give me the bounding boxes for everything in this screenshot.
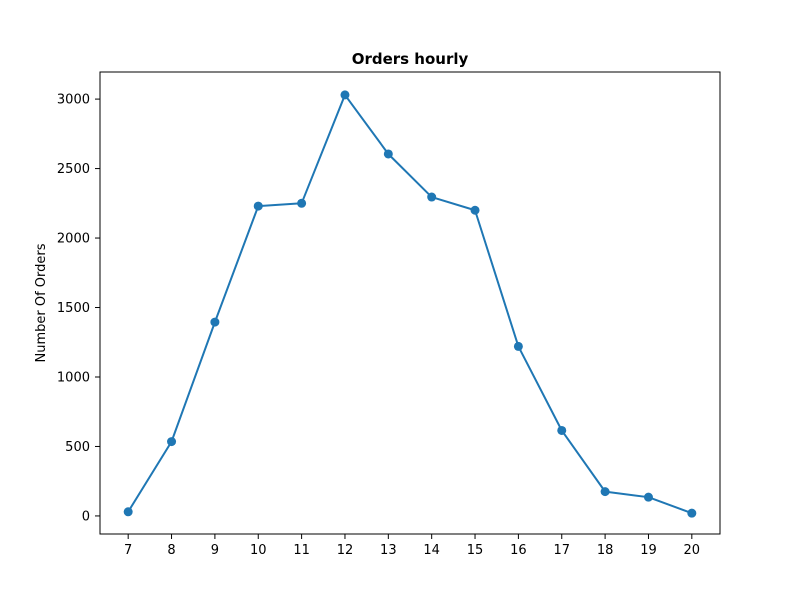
x-tick-label: 7 — [124, 543, 132, 558]
y-tick-label: 2000 — [57, 232, 90, 247]
x-tick-label: 20 — [684, 543, 701, 558]
data-point — [600, 487, 610, 497]
x-tick-label: 16 — [510, 543, 527, 558]
x-tick-label: 12 — [337, 543, 354, 558]
data-point — [687, 508, 697, 518]
data-point — [167, 437, 177, 447]
x-tick-label: 17 — [553, 543, 570, 558]
x-axis-ticks: 7 8 9 10 11 12 13 14 15 16 17 18 19 20 — [124, 534, 700, 558]
data-point — [340, 90, 350, 100]
x-tick-label: 15 — [467, 543, 484, 558]
x-tick-label: 11 — [293, 543, 310, 558]
data-point — [557, 425, 567, 435]
chart-title: Orders hourly — [352, 50, 469, 68]
y-tick-label: 3000 — [57, 93, 90, 108]
data-point — [253, 201, 263, 211]
data-point — [123, 507, 133, 517]
y-tick-label: 1500 — [57, 301, 90, 316]
data-point — [470, 205, 480, 215]
y-tick-label: 0 — [82, 509, 90, 524]
series-line — [127, 93, 693, 515]
plot-frame — [99, 71, 721, 535]
y-tick-label: 1000 — [57, 370, 90, 385]
x-tick-label: 10 — [250, 543, 267, 558]
y-axis-label: Number Of Orders — [34, 243, 49, 362]
y-tick-label: 500 — [65, 440, 90, 455]
x-tick-label: 19 — [640, 543, 657, 558]
data-point — [210, 317, 220, 327]
data-point — [383, 149, 393, 159]
series-points — [123, 90, 697, 518]
data-point — [297, 198, 307, 208]
x-tick-label: 9 — [211, 543, 219, 558]
data-point — [643, 492, 653, 502]
y-tick-label: 2500 — [57, 162, 90, 177]
data-point — [427, 192, 437, 202]
x-tick-label: 8 — [167, 543, 175, 558]
x-tick-label: 13 — [380, 543, 397, 558]
x-tick-label: 18 — [597, 543, 614, 558]
x-tick-label: 14 — [423, 543, 440, 558]
y-axis-ticks: 0 500 1000 1500 2000 2500 3000 — [57, 93, 100, 524]
data-point — [513, 341, 523, 351]
